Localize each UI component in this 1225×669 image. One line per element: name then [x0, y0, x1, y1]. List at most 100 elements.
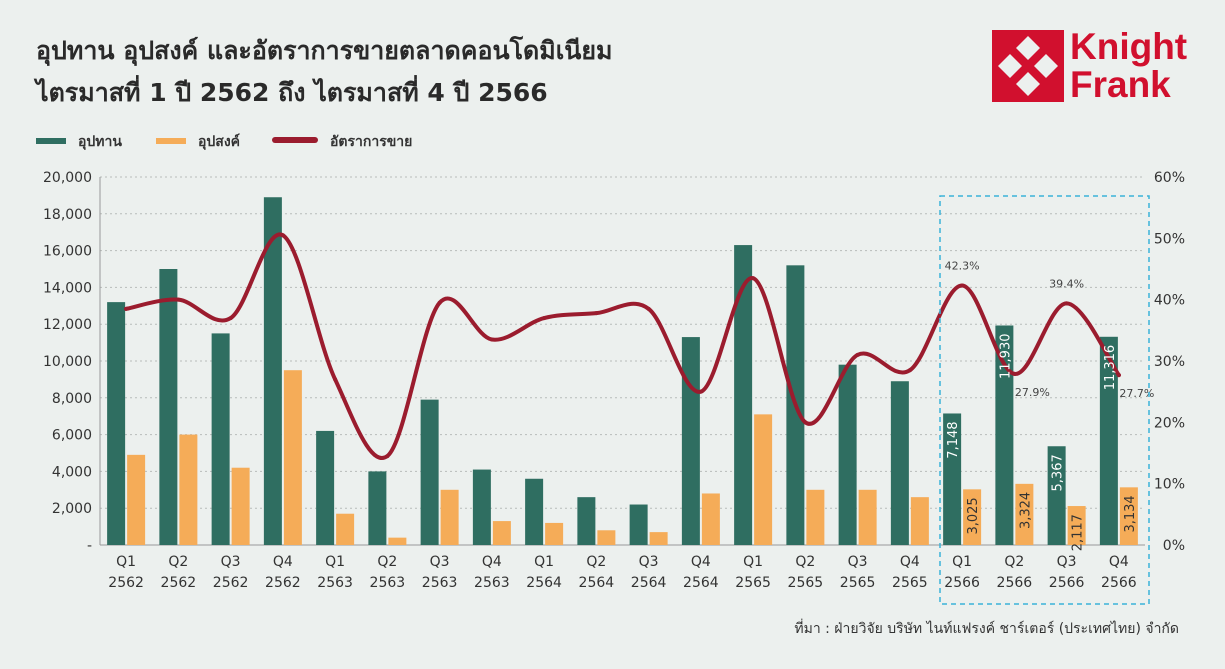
bar-data-label: 5,367 [1051, 454, 1066, 491]
y-right-tick-label: 50% [1154, 231, 1185, 247]
bar [1015, 483, 1034, 545]
bar [943, 413, 962, 545]
y-right-tick-label: 0% [1163, 538, 1185, 554]
bar [701, 493, 720, 545]
y-left-tick-label: 2,000 [52, 501, 92, 517]
y-right-tick-label: 20% [1154, 415, 1185, 431]
line-data-label: 27.9% [1015, 386, 1050, 399]
y-axis-left: - 2,000 4,000 6,000 8,000 10,000 12,000 14,000 1… [43, 170, 92, 554]
bar-data-label: 3,134 [1123, 495, 1138, 532]
line-point [646, 306, 651, 311]
line-point [698, 389, 703, 394]
legend-swatch [36, 138, 66, 144]
line-point [124, 306, 129, 311]
y-left-tick-label: 10,000 [43, 354, 92, 370]
source-note: ที่มา : ฝ่ายวิจัย บริษัท ไนท์แฟรงค์ ชาร์… [794, 621, 1179, 637]
x-tick-quarter: Q2 [168, 554, 188, 570]
y-right-tick-label: 60% [1154, 170, 1185, 186]
bar [890, 381, 909, 545]
title-line-2: ไตรมาสที่ 1 ปี 2562 ถึง ไตรมาสที่ 4 ปี 2… [36, 78, 548, 107]
x-tick-year: 2566 [1101, 575, 1137, 591]
bar [963, 489, 982, 545]
line-point [385, 454, 390, 459]
x-tick-year: 2565 [788, 575, 824, 591]
bar-data-labels: 7,148 11,930 5,367 11,316 3,025 3,324 2,117 3,1… [946, 333, 1138, 551]
x-tick-year: 2562 [108, 575, 144, 591]
y-left-tick-label: 8,000 [52, 391, 92, 407]
x-tick-year: 2563 [370, 575, 406, 591]
bar [420, 399, 439, 545]
x-tick-year: 2563 [474, 575, 510, 591]
bar-data-label: 11,930 [998, 333, 1013, 379]
line-point [228, 316, 233, 321]
legend-label: อุปสงค์ [198, 133, 240, 150]
bar [316, 430, 335, 545]
line-point [333, 377, 338, 382]
bar [179, 434, 198, 545]
x-tick-year: 2564 [579, 575, 615, 591]
bar [597, 530, 616, 545]
x-tick-year: 2566 [944, 575, 980, 591]
x-tick-year: 2565 [840, 575, 876, 591]
bar [283, 370, 302, 545]
bar-data-label: 11,316 [1103, 345, 1118, 391]
bar [211, 333, 230, 545]
line-point [280, 233, 285, 238]
line-point [1064, 301, 1069, 306]
y-left-tick-label: 6,000 [52, 428, 92, 444]
legend-swatch [156, 138, 186, 144]
bar [838, 364, 857, 545]
x-axis: Q1 2562 Q2 2562 Q3 2562 Q4 2562 Q1 2563 Q2 2563 Q3 25… [108, 554, 1136, 591]
y-left-tick-label: 16,000 [43, 244, 92, 260]
bar [806, 489, 825, 545]
logo-word-2: Frank [1070, 64, 1171, 105]
bar [159, 269, 178, 545]
bar [472, 469, 491, 545]
x-tick-quarter: Q1 [952, 554, 972, 570]
bar [858, 489, 877, 545]
x-tick-year: 2563 [422, 575, 458, 591]
x-tick-quarter: Q4 [482, 554, 502, 570]
legend-swatch [272, 137, 318, 143]
bar [127, 454, 146, 545]
line-point [1116, 373, 1121, 378]
x-tick-quarter: Q2 [377, 554, 397, 570]
bar [388, 537, 407, 545]
x-tick-quarter: Q1 [325, 554, 345, 570]
legend-label: อุปทาน [78, 134, 122, 150]
bar [649, 532, 668, 545]
line-point [437, 300, 442, 305]
line-point [960, 283, 965, 288]
x-tick-quarter: Q2 [586, 554, 606, 570]
line-point [855, 352, 860, 357]
line-data-label: 42.3% [945, 260, 980, 273]
y-right-tick-label: 40% [1154, 293, 1185, 309]
line-point [1012, 371, 1017, 376]
x-tick-year: 2564 [631, 575, 667, 591]
x-tick-quarter: Q4 [900, 554, 920, 570]
x-tick-quarter: Q2 [1004, 554, 1024, 570]
title-line-1: อุปทาน อุปสงค์ และอัตราการขายตลาดคอนโดมิ… [36, 36, 613, 65]
legend-label: อัตราการขาย [330, 134, 412, 150]
line-point [751, 276, 756, 281]
bar [336, 513, 355, 545]
bar-data-label: 7,148 [946, 421, 961, 458]
bar [440, 489, 459, 545]
bar [263, 197, 282, 546]
bar [368, 471, 387, 545]
bar [1047, 446, 1066, 545]
x-tick-quarter: Q4 [691, 554, 711, 570]
gridlines [99, 176, 1145, 546]
y-left-tick-label: 4,000 [52, 464, 92, 480]
y-left-tick-label: 14,000 [43, 280, 92, 296]
x-tick-quarter: Q1 [116, 554, 136, 570]
chart-legend: อุปทาน อุปสงค์ อัตราการขาย [36, 133, 412, 150]
y-axis-right: 0% 10% 20% 30% 40% 50% 60% [1154, 170, 1185, 554]
logo-wordmark: Knight Frank [1070, 28, 1187, 104]
bar [1099, 336, 1118, 545]
x-tick-year: 2562 [265, 575, 301, 591]
x-tick-year: 2562 [161, 575, 197, 591]
bar [734, 245, 753, 545]
line-data-labels: 42.3% 27.9% 39.4% 27.7% [945, 260, 1155, 401]
